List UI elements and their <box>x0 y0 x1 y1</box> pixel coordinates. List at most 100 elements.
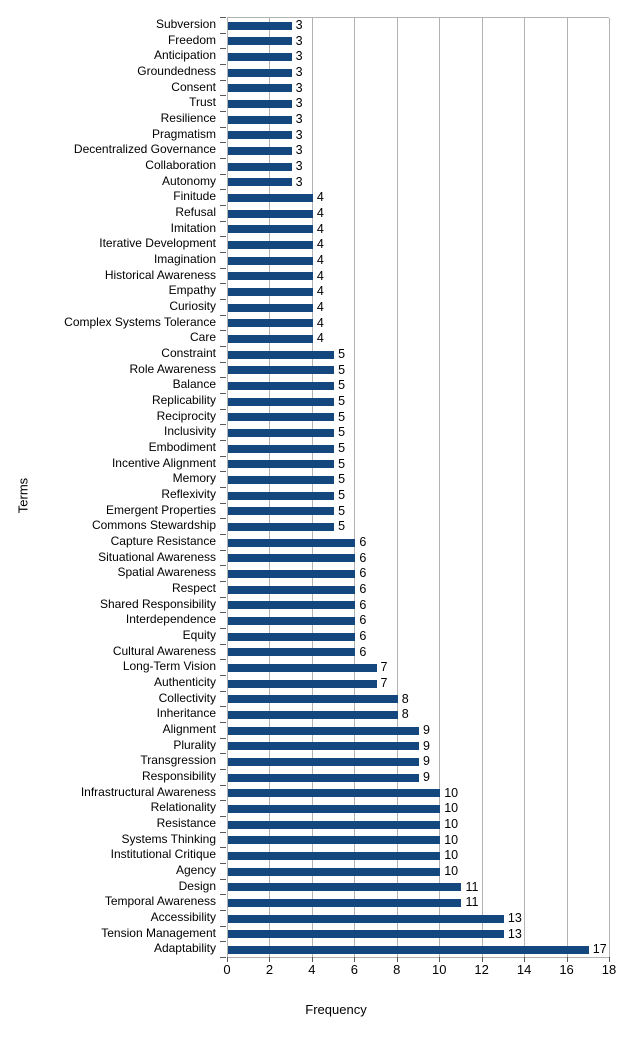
bar-value-label: 9 <box>423 738 430 753</box>
category-label: Embodiment <box>148 440 216 454</box>
y-tick-mark <box>220 722 226 723</box>
bar-row: 6 <box>228 598 609 614</box>
bar-value-label: 6 <box>359 566 367 581</box>
category-label: Alignment <box>162 722 216 736</box>
x-tick-label: 14 <box>516 962 532 977</box>
bar-value-label: 4 <box>316 206 324 220</box>
y-tick-mark <box>220 753 226 754</box>
bar <box>228 37 292 46</box>
bar-row: 7 <box>228 660 609 676</box>
x-tick-mark <box>609 957 610 962</box>
bar <box>228 946 589 955</box>
y-tick-mark <box>220 597 226 598</box>
bar-row: 5 <box>228 425 609 441</box>
y-tick-mark <box>220 346 226 347</box>
category-label: Situational Awareness <box>98 549 216 564</box>
x-tick-mark <box>269 957 271 962</box>
bar-value-label: 10 <box>444 848 459 863</box>
bar-value-label: 5 <box>338 409 346 424</box>
bar-value-label: 9 <box>423 770 430 784</box>
bar-row: 4 <box>228 269 609 285</box>
bar <box>228 758 419 767</box>
category-label: Tension Management <box>101 925 216 940</box>
bar-row: 8 <box>228 707 609 723</box>
gridline <box>354 18 356 957</box>
bar-value-label: 3 <box>295 49 303 64</box>
category-label: Autonomy <box>161 173 216 188</box>
bar-row: 6 <box>228 582 609 598</box>
category-label: Reflexivity <box>161 487 216 501</box>
y-tick-mark <box>220 299 226 300</box>
category-label: Emergent Properties <box>105 502 216 517</box>
y-tick-mark <box>220 550 226 551</box>
y-tick-mark <box>220 957 226 958</box>
y-tick-mark <box>220 612 226 613</box>
bar-row: 6 <box>228 645 609 661</box>
y-tick-mark <box>220 95 226 96</box>
bar-value-label: 5 <box>338 519 346 534</box>
bar-value-label: 6 <box>359 613 367 628</box>
bar <box>228 773 419 782</box>
category-label: Inheritance <box>156 706 216 721</box>
gridline <box>609 18 610 957</box>
bar <box>228 632 356 641</box>
category-label: Infrastructural Awareness <box>80 784 216 799</box>
category-label: Groundedness <box>137 64 216 78</box>
bar-row: 4 <box>228 253 609 269</box>
category-label: Temporal Awareness <box>104 894 216 909</box>
bar-value-label: 4 <box>316 190 324 205</box>
y-tick-mark <box>220 785 226 786</box>
y-tick-mark <box>220 581 226 582</box>
bar-row: 10 <box>228 864 609 880</box>
bar-row: 5 <box>228 378 609 394</box>
bar <box>228 805 441 814</box>
bar-row: 5 <box>228 488 609 504</box>
bar-value-label: 6 <box>359 644 367 659</box>
bar-value-label: 6 <box>359 597 367 612</box>
bar-value-label: 4 <box>316 300 324 314</box>
category-label: Collectivity <box>158 690 216 705</box>
bar <box>228 664 377 673</box>
bar-value-label: 3 <box>295 143 303 158</box>
bar <box>228 366 335 375</box>
y-tick-mark <box>220 926 226 927</box>
category-label: Long-Term Vision <box>122 659 216 674</box>
y-tick-mark <box>220 534 226 535</box>
bar <box>228 930 504 939</box>
y-tick-mark <box>220 315 226 316</box>
category-label: Agency <box>175 863 216 877</box>
y-tick-mark <box>220 189 226 190</box>
bar-value-label: 5 <box>338 472 346 487</box>
category-label: Historical Awareness <box>104 267 216 282</box>
category-label: Pragmatism <box>151 126 216 141</box>
x-tick-mark <box>481 957 483 962</box>
bar-row: 4 <box>228 316 609 332</box>
bar-value-label: 5 <box>338 441 346 455</box>
bar <box>228 852 441 861</box>
category-label: Complex Systems Tolerance <box>64 314 216 329</box>
y-tick-mark <box>220 362 226 363</box>
bar-value-label: 7 <box>380 676 388 690</box>
bar-value-label: 4 <box>316 284 324 299</box>
bar-row: 6 <box>228 629 609 645</box>
bar-value-label: 4 <box>316 253 324 267</box>
category-label: Adaptability <box>153 941 216 956</box>
x-tick-label: 0 <box>223 962 231 977</box>
bar-row: 5 <box>228 410 609 426</box>
y-tick-mark <box>220 738 226 739</box>
category-label: Reciprocity <box>156 408 216 423</box>
bar <box>228 444 335 453</box>
bar <box>228 711 398 720</box>
x-tick-mark <box>524 957 526 962</box>
category-label: Equity <box>182 628 216 642</box>
x-tick-label: 16 <box>559 962 574 977</box>
bar <box>228 397 335 406</box>
x-tick-label: 8 <box>393 962 401 977</box>
x-tick-label: 18 <box>601 962 617 977</box>
category-label: Subversion <box>155 17 216 31</box>
bar <box>228 914 504 923</box>
category-label: Spatial Awareness <box>117 565 216 580</box>
bar-value-label: 9 <box>423 754 430 769</box>
bar <box>228 538 356 547</box>
